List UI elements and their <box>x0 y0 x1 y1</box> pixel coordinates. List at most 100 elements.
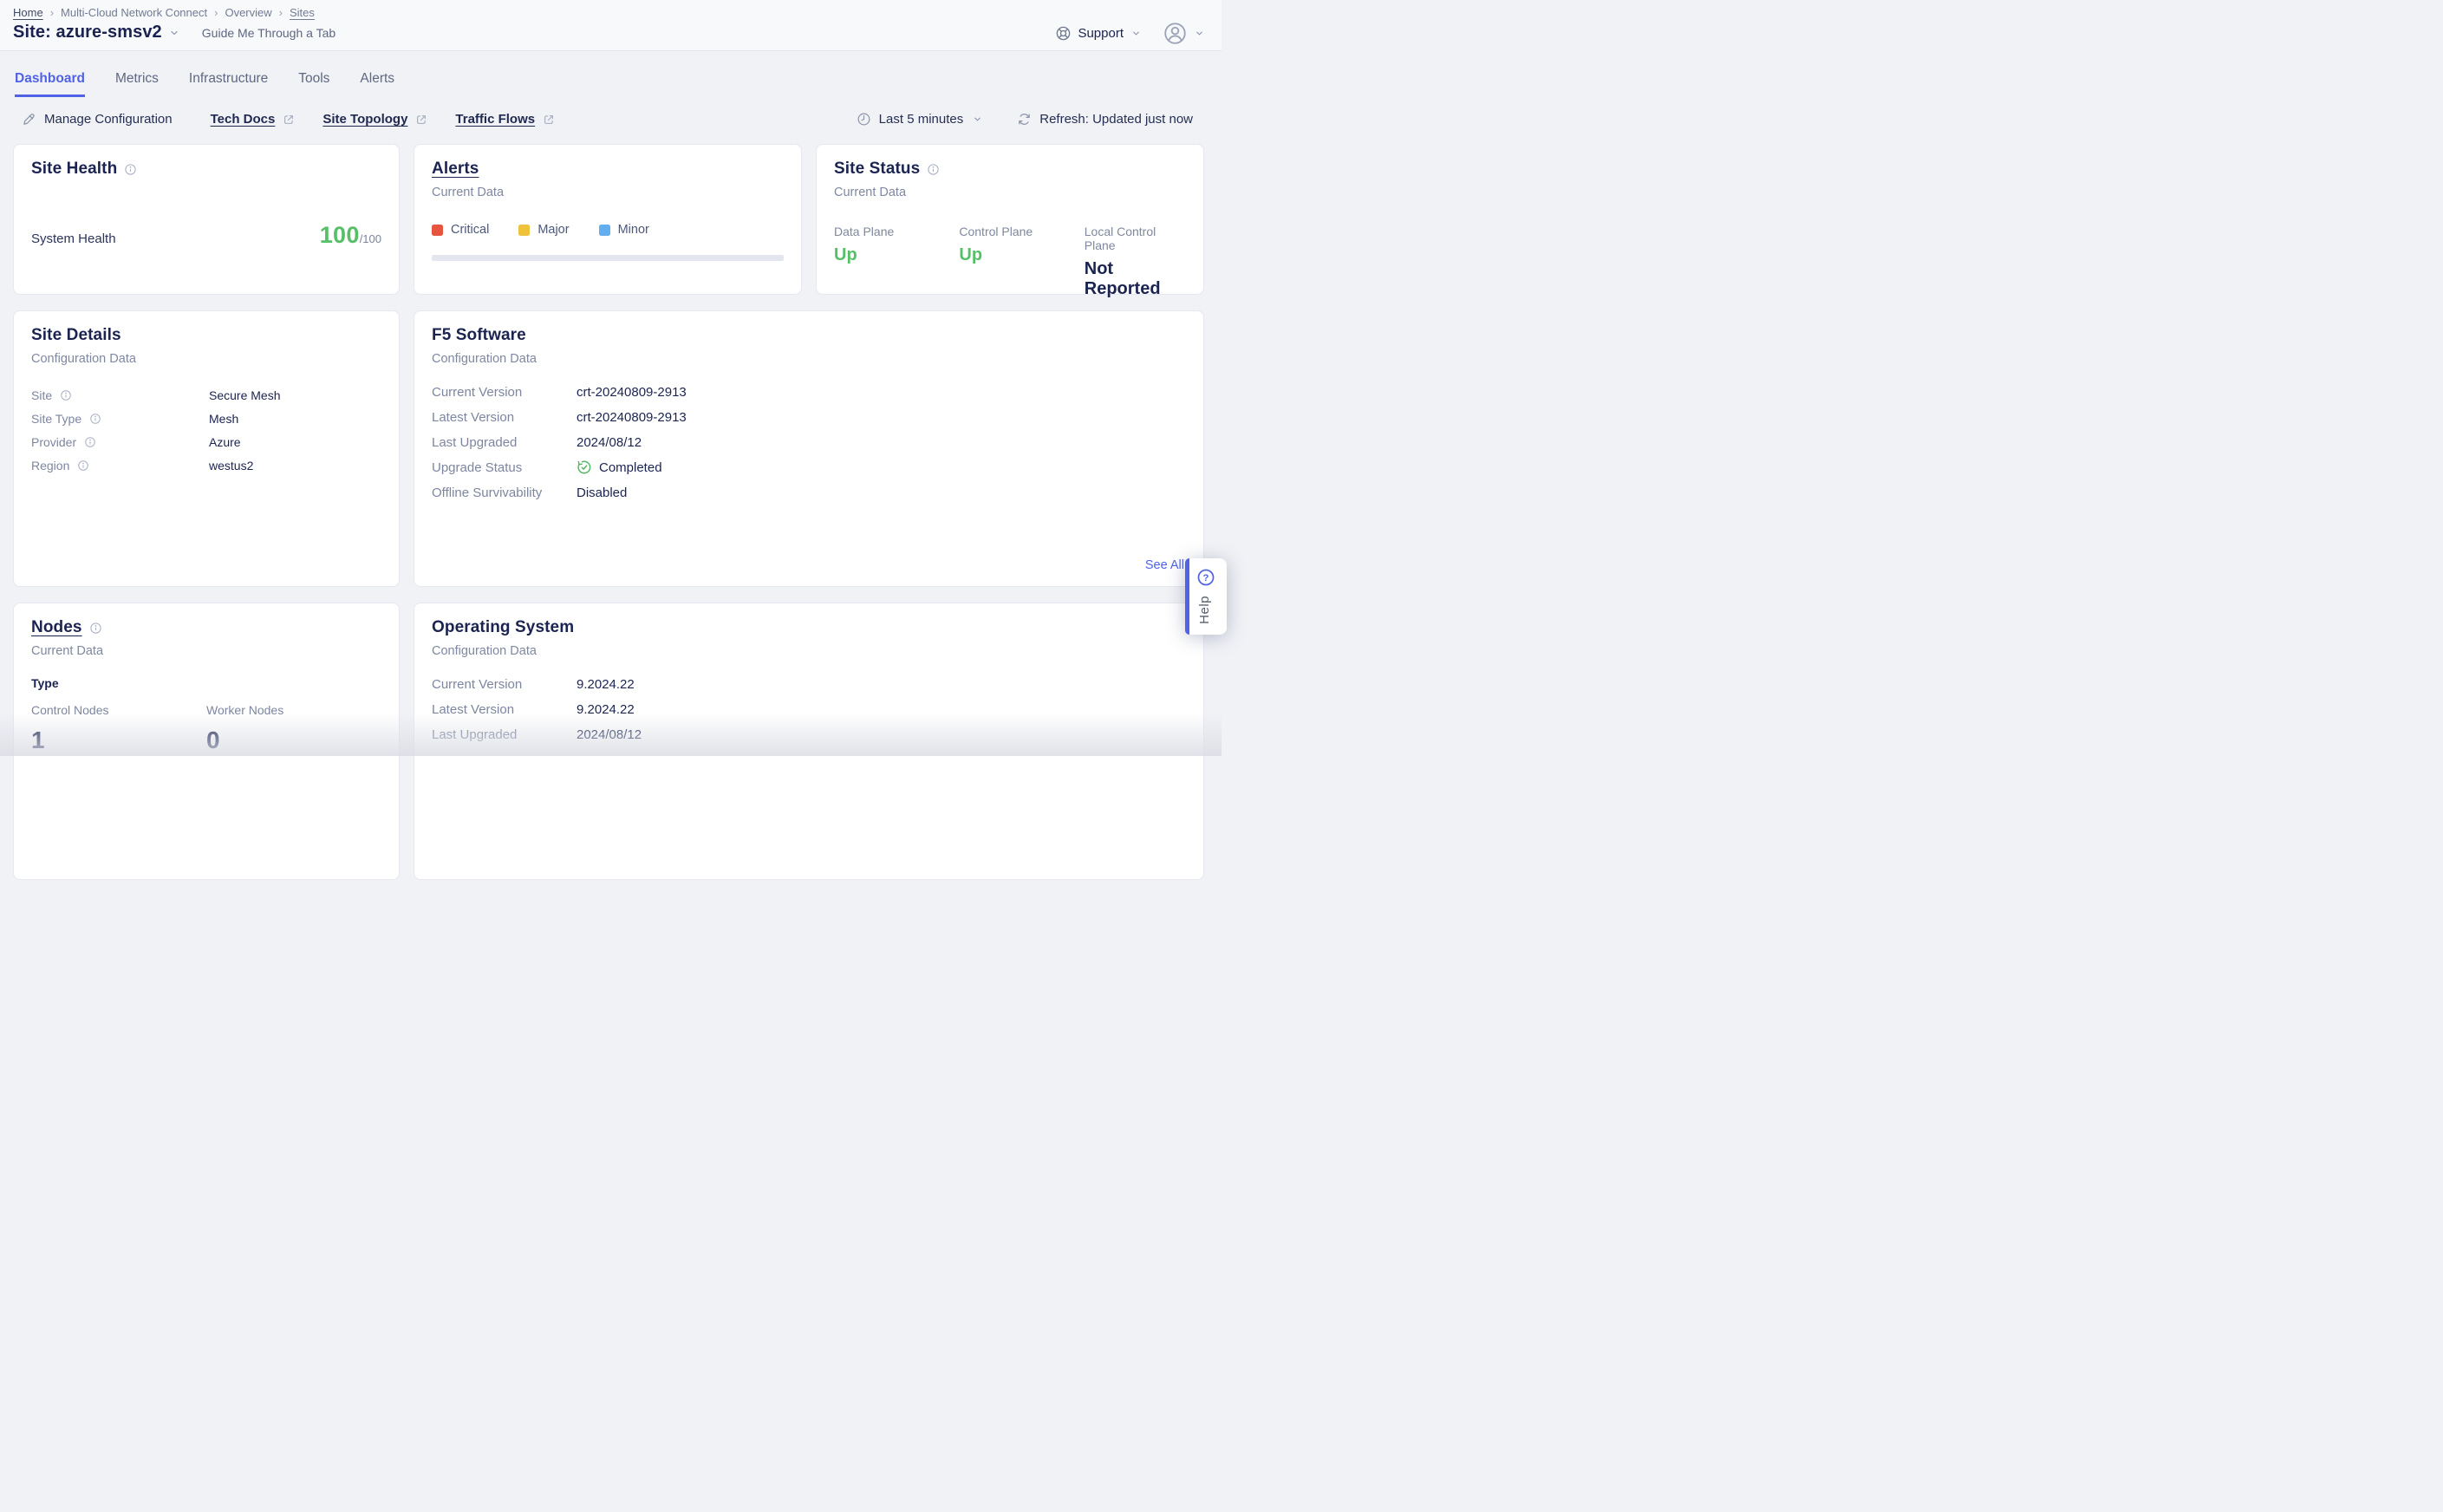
provider-value: Azure <box>209 435 241 449</box>
worker-nodes-column: Worker Nodes 0 <box>206 703 381 754</box>
minor-swatch <box>599 225 610 236</box>
status-columns: Data Plane Up Control Plane Up Local Con… <box>834 225 1186 299</box>
offline-survivability-value: Disabled <box>577 486 627 500</box>
operating-system-rows: Current Version 9.2024.22 Latest Version… <box>432 677 1186 741</box>
last-upgraded-value: 2024/08/12 <box>577 435 642 450</box>
f5-software-subtitle: Configuration Data <box>432 352 1186 366</box>
operating-system-subtitle: Configuration Data <box>432 644 1186 658</box>
site-topology-label: Site Topology <box>322 112 407 127</box>
os-last-upgraded-value: 2024/08/12 <box>577 727 642 742</box>
external-link-icon <box>415 114 427 126</box>
local-control-plane-value: Not Reported <box>1085 259 1186 299</box>
critical-label: Critical <box>451 223 489 237</box>
breadcrumb-home[interactable]: Home <box>13 6 43 19</box>
refresh-icon <box>1017 112 1032 127</box>
traffic-flows-link[interactable]: Traffic Flows <box>455 112 555 127</box>
tab-alerts[interactable]: Alerts <box>360 71 394 97</box>
info-icon[interactable] <box>89 413 101 425</box>
nodes-title-link[interactable]: Nodes <box>31 618 82 637</box>
site-value: Secure Mesh <box>209 388 280 402</box>
help-tab[interactable]: ? Help <box>1185 558 1227 635</box>
info-icon[interactable] <box>77 459 89 472</box>
info-icon[interactable] <box>89 622 102 635</box>
header-left: Home › Multi-Cloud Network Connect › Ove… <box>13 6 336 50</box>
site-details-rows: Site Secure Mesh Site Type Mesh <box>31 388 381 472</box>
system-health-score: 100 /100 <box>320 222 381 249</box>
manage-configuration-button[interactable]: Manage Configuration <box>22 112 173 127</box>
pencil-icon <box>22 112 36 127</box>
os-current-version-value: 9.2024.22 <box>577 677 635 692</box>
control-nodes-value: 1 <box>31 727 206 754</box>
breadcrumb: Home › Multi-Cloud Network Connect › Ove… <box>13 6 336 19</box>
f5-software-rows: Current Version crt-20240809-2913 Latest… <box>432 385 1186 499</box>
breadcrumb-mcn-connect[interactable]: Multi-Cloud Network Connect <box>61 6 207 19</box>
detail-row-region: Region westus2 <box>31 458 381 472</box>
help-label: Help <box>1197 596 1212 624</box>
f5-software-title: F5 Software <box>432 326 526 345</box>
traffic-flows-label: Traffic Flows <box>455 112 535 127</box>
support-lifering-icon <box>1055 25 1072 42</box>
site-selector-chevron-down-icon[interactable] <box>169 28 179 38</box>
alerts-title-link[interactable]: Alerts <box>432 160 479 179</box>
see-all-link[interactable]: See All <box>1145 558 1184 572</box>
tab-tools[interactable]: Tools <box>298 71 329 97</box>
dashboard-cards: Site Health System Health 100 /100 Alert… <box>13 144 1204 880</box>
control-plane-label: Control Plane <box>959 225 1084 238</box>
site-type-value: Mesh <box>209 412 238 426</box>
control-plane-status: Control Plane Up <box>959 225 1084 299</box>
tech-docs-label: Tech Docs <box>211 112 276 127</box>
info-icon[interactable] <box>124 163 137 176</box>
help-question-icon: ? <box>1196 568 1215 587</box>
local-control-plane-label: Local Control Plane <box>1085 225 1186 252</box>
alerts-subtitle: Current Data <box>432 186 784 199</box>
tab-dashboard[interactable]: Dashboard <box>15 71 85 97</box>
site-details-card: Site Details Configuration Data Site Sec… <box>13 310 400 587</box>
major-swatch <box>518 225 530 236</box>
detail-row-site: Site Secure Mesh <box>31 388 381 402</box>
score-suffix: /100 <box>360 232 381 245</box>
tech-docs-link[interactable]: Tech Docs <box>211 112 296 127</box>
row-offline-survivability: Offline Survivability Disabled <box>432 486 1186 499</box>
latest-version-value: crt-20240809-2913 <box>577 410 687 425</box>
info-icon[interactable] <box>84 436 96 448</box>
support-menu[interactable]: Support <box>1055 25 1141 42</box>
os-latest-version-value: 9.2024.22 <box>577 702 635 717</box>
nodes-card: Nodes Current Data Type Control Nodes 1 … <box>13 603 400 880</box>
upgrade-status-label: Upgrade Status <box>432 460 577 475</box>
account-menu[interactable] <box>1163 22 1204 45</box>
alerts-card: Alerts Current Data Critical Major Minor <box>414 144 802 295</box>
page-title: Site: azure-smsv2 <box>13 23 162 42</box>
region-value: westus2 <box>209 459 253 472</box>
time-range-chevron-down-icon <box>973 114 982 124</box>
breadcrumb-sites[interactable]: Sites <box>290 6 315 19</box>
time-range-selector[interactable]: Last 5 minutes <box>857 112 983 127</box>
breadcrumb-separator-icon: › <box>214 7 218 19</box>
external-link-icon <box>283 114 295 126</box>
check-circle-icon <box>577 459 592 475</box>
breadcrumb-separator-icon: › <box>50 7 54 19</box>
data-plane-value: Up <box>834 245 959 265</box>
detail-row-site-type: Site Type Mesh <box>31 411 381 426</box>
site-topology-link[interactable]: Site Topology <box>322 112 427 127</box>
support-label: Support <box>1078 26 1124 41</box>
info-icon[interactable] <box>60 389 72 401</box>
nodes-type-header: Type <box>31 676 381 690</box>
site-status-card: Site Status Current Data Data Plane Up C… <box>816 144 1204 295</box>
legend-item-major: Major <box>518 223 569 237</box>
site-status-subtitle: Current Data <box>834 186 1186 199</box>
breadcrumb-overview[interactable]: Overview <box>225 6 271 19</box>
minor-label: Minor <box>618 223 649 237</box>
tab-infrastructure[interactable]: Infrastructure <box>189 71 268 97</box>
info-icon[interactable] <box>927 163 940 176</box>
refresh-button[interactable]: Refresh: Updated just now <box>1017 112 1193 127</box>
upgrade-status-value: Completed <box>599 460 662 475</box>
support-chevron-down-icon <box>1131 29 1141 38</box>
row-upgrade-status: Upgrade Status Completed <box>432 460 1186 474</box>
guide-me-link[interactable]: Guide Me Through a Tab <box>202 26 336 40</box>
title-row: Site: azure-smsv2 Guide Me Through a Tab <box>13 23 336 42</box>
legend-item-minor: Minor <box>599 223 649 237</box>
tab-metrics[interactable]: Metrics <box>115 71 159 97</box>
clock-icon <box>857 112 871 127</box>
site-health-card: Site Health System Health 100 /100 <box>13 144 400 295</box>
nodes-subtitle: Current Data <box>31 644 381 658</box>
